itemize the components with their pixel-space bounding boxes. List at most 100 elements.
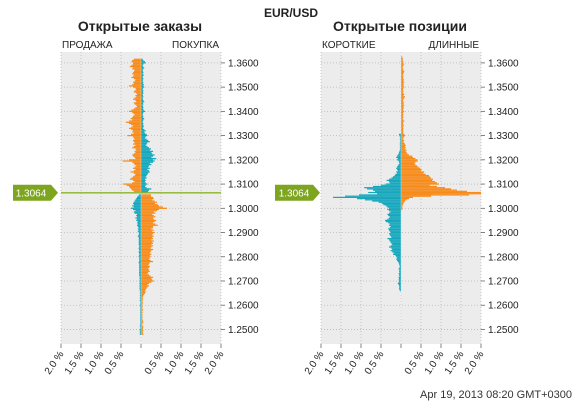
bar-right: [141, 74, 144, 76]
bar-left: [133, 136, 141, 138]
bar-right: [141, 300, 143, 303]
x-tick-label: 1.0 %: [343, 349, 367, 376]
bar-right: [141, 184, 146, 186]
bar-right: [401, 166, 419, 168]
bar-right: [141, 245, 153, 247]
bar-left: [131, 64, 141, 66]
bar-left: [399, 149, 401, 151]
bar-right: [141, 110, 145, 112]
bar-right: [141, 101, 145, 103]
bar-left: [140, 322, 141, 325]
bar-right: [141, 267, 149, 269]
bar-left: [398, 262, 401, 264]
bar-right: [141, 212, 156, 214]
bar-right: [141, 214, 154, 217]
x-tick-label: 0.5 %: [103, 349, 127, 376]
y-tick-label: 1.3500: [228, 83, 259, 94]
bar-left: [137, 230, 141, 232]
bar-left: [133, 74, 141, 76]
bar-right: [141, 327, 143, 329]
bar-left: [140, 326, 141, 328]
bar-left: [133, 172, 141, 174]
bar-right: [141, 242, 153, 245]
bar-right: [141, 98, 143, 100]
bar-left: [135, 144, 141, 146]
bar-left: [132, 205, 141, 207]
bar-left: [389, 181, 401, 183]
bar-right: [401, 120, 405, 122]
bar-right: [141, 259, 151, 261]
bar-right: [141, 316, 143, 318]
bar-right: [141, 326, 144, 328]
bar-left: [400, 148, 401, 150]
bar-left: [132, 111, 141, 114]
bar-left: [133, 145, 141, 148]
bar-right: [401, 142, 405, 144]
bar-left: [131, 128, 141, 131]
bar-left: [139, 325, 141, 327]
bar-right: [141, 68, 144, 70]
bar-left: [399, 161, 401, 163]
bar-left: [133, 162, 141, 165]
bar-left: [137, 221, 141, 223]
bar-left: [139, 248, 141, 251]
x-tick-label: 1.0 %: [163, 349, 187, 376]
bar-left: [139, 263, 141, 265]
bar-right: [401, 194, 469, 196]
bar-left: [139, 304, 141, 306]
bar-right: [401, 58, 403, 60]
bar-right: [141, 127, 143, 129]
bar-right: [141, 120, 143, 122]
bar-left: [133, 67, 141, 69]
bar-left: [133, 155, 141, 157]
bar-right: [401, 150, 406, 152]
bar-right: [401, 84, 404, 86]
bar-left: [138, 247, 141, 249]
bar-right: [401, 127, 404, 129]
bar-right: [401, 173, 426, 175]
bar-right: [401, 118, 403, 120]
bar-left: [140, 305, 141, 308]
bar-left: [138, 229, 141, 231]
bar-left: [140, 319, 141, 321]
bar-left: [398, 276, 401, 278]
bar-right: [401, 167, 421, 169]
y-tick-label: 1.2500: [488, 325, 519, 336]
bar-right: [401, 191, 481, 194]
right-gridlines: [320, 52, 482, 344]
bar-right: [141, 131, 145, 133]
bar-left: [377, 193, 401, 195]
bar-left: [138, 236, 141, 238]
price-tag-label: 1.3064: [279, 188, 310, 199]
x-tick-label: 2.0 %: [203, 349, 227, 376]
y-tick-label: 1.3300: [488, 131, 519, 142]
bar-right: [141, 282, 149, 285]
bar-left: [397, 158, 401, 160]
bar-left: [139, 299, 141, 301]
bar-left: [134, 166, 141, 168]
bar-right: [141, 121, 143, 123]
bar-right: [141, 265, 150, 268]
bar-left: [138, 231, 141, 234]
bar-right: [141, 319, 143, 321]
bar-right: [141, 204, 158, 206]
bar-right: [401, 86, 405, 88]
bar-right: [141, 125, 144, 127]
bar-right: [401, 174, 429, 177]
bar-right: [401, 201, 405, 203]
bar-right: [141, 99, 144, 102]
bar-right: [141, 178, 145, 180]
bar-left: [368, 191, 401, 194]
y-tick-label: 1.2800: [228, 252, 259, 263]
bar-left: [133, 125, 141, 127]
bar-right: [141, 210, 157, 212]
bar-left: [139, 277, 141, 280]
y-tick-label: 1.3100: [228, 180, 259, 191]
bar-right: [141, 239, 152, 241]
bar-right: [141, 288, 146, 291]
bar-right: [141, 67, 145, 69]
bar-left: [140, 308, 141, 310]
right-percent-axis: 2.0 %1.5 %1.0 %0.5 % 0.5 %1.0 %1.5 %2.0 %: [303, 344, 487, 377]
bar-right: [401, 67, 403, 69]
bar-left: [133, 62, 141, 64]
